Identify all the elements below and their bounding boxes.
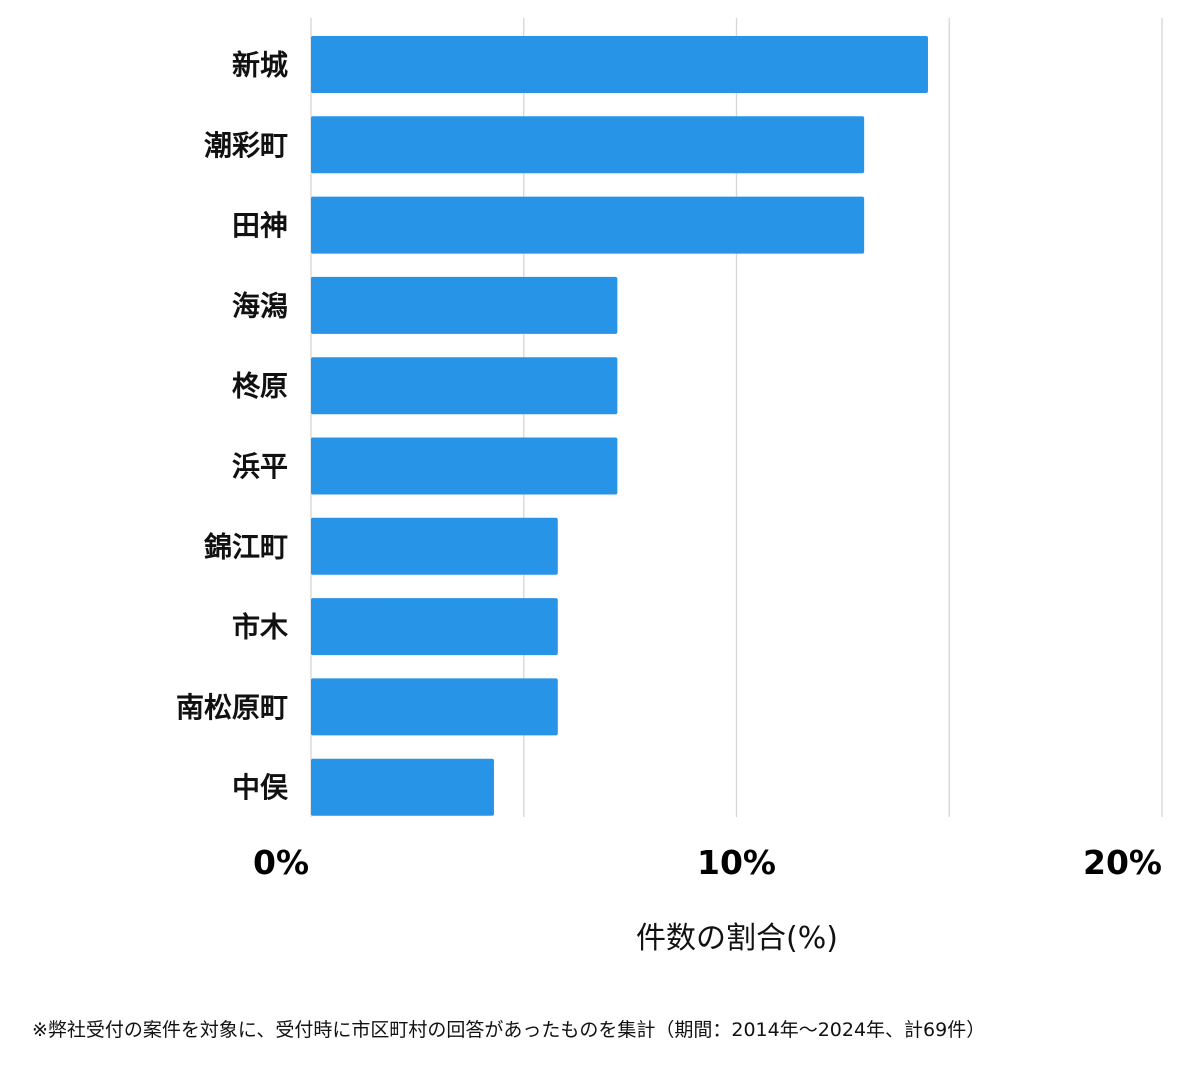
bar-9 [311,758,494,816]
bar-2 [311,196,865,254]
bar-3 [311,276,618,334]
category-label-7: 市木 [232,611,288,644]
bar-1 [311,116,865,174]
bar-7 [311,598,558,656]
bar-8 [311,678,558,736]
category-label-6: 錦江町 [204,530,288,563]
bar-6 [311,517,558,575]
category-label-8: 南松原町 [176,691,288,724]
category-label-3: 海潟 [232,289,288,322]
bar-4 [311,357,618,415]
footnote: ※弊社受付の案件を対象に、受付時に市区町村の回答があったものを集計（期間：201… [32,1019,986,1041]
bars [311,36,928,816]
x-tick-labels: 0% 10% 20% [253,843,1162,882]
bar-5 [311,437,618,495]
x-tick-label-0: 0% [253,843,309,882]
category-label-9: 中俣 [232,771,289,804]
x-axis-title: 件数の割合(%) [636,921,838,956]
category-label-4: 柊原 [232,370,288,403]
bar-0 [311,36,928,93]
x-tick-label-2: 20% [1083,843,1162,882]
category-label-1: 潮彩町 [204,129,288,162]
x-tick-label-1: 10% [697,843,776,882]
category-label-0: 新城 [232,49,288,82]
category-label-2: 田神 [232,209,288,242]
category-label-5: 浜平 [232,450,288,483]
